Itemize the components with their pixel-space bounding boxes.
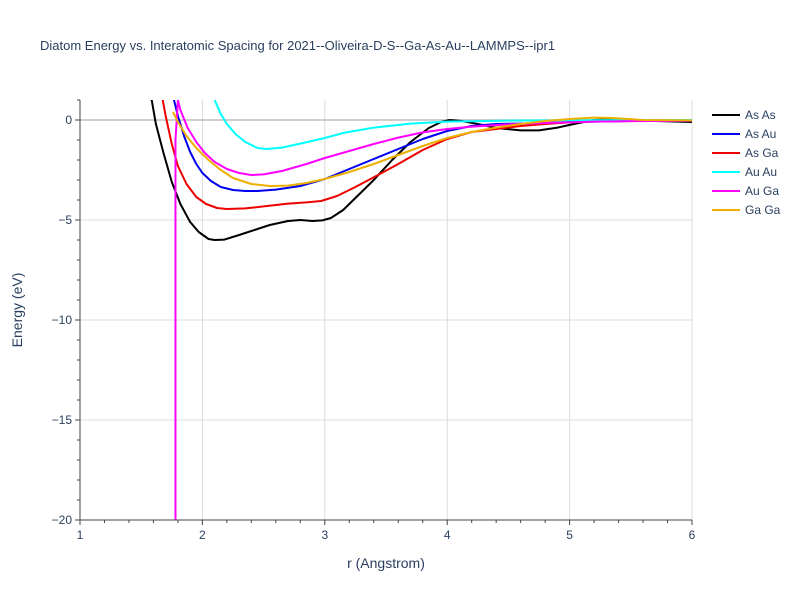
legend-label: Au Ga (745, 184, 779, 198)
x-tick-label: 1 (77, 528, 84, 542)
legend-item-as-ga[interactable]: As Ga (712, 146, 779, 160)
x-axis: 1 2 3 4 5 6 (77, 519, 696, 542)
series-line-au-ga (174, 100, 692, 520)
series-line-as-as (150, 100, 692, 241)
y-tick-label: −5 (58, 213, 72, 227)
chart-title: Diatom Energy vs. Interatomic Spacing fo… (40, 38, 555, 53)
y-tick-label: −10 (52, 313, 73, 327)
legend-label: As As (745, 108, 776, 122)
y-tick-label: −15 (52, 413, 73, 427)
legend-item-as-as[interactable]: As As (712, 108, 776, 122)
x-tick-label: 3 (321, 528, 328, 542)
legend-label: As Au (745, 127, 776, 141)
legend-label: Ga Ga (745, 203, 781, 217)
x-tick-label: 4 (444, 528, 451, 542)
x-tick-label: 2 (199, 528, 206, 542)
x-axis-title: r (Angstrom) (347, 555, 425, 571)
x-tick-label: 6 (689, 528, 696, 542)
legend-item-ga-ga[interactable]: Ga Ga (712, 203, 781, 217)
legend-label: As Ga (745, 146, 779, 160)
series-line-ga-ga (172, 111, 692, 187)
legend-item-au-au[interactable]: Au Au (712, 165, 777, 179)
y-axis: 0 −5 −10 −15 −20 (52, 99, 81, 527)
plot-area (150, 100, 692, 520)
grid (80, 100, 693, 520)
y-tick-label: −20 (52, 513, 73, 527)
x-tick-label: 5 (566, 528, 573, 542)
series-line-au-au (213, 100, 692, 150)
y-tick-label: 0 (65, 113, 72, 127)
legend-label: Au Au (745, 165, 777, 179)
series-line-as-ga (161, 100, 692, 210)
legend-item-au-ga[interactable]: Au Ga (712, 184, 779, 198)
legend-item-as-au[interactable]: As Au (712, 127, 776, 141)
legend[interactable]: As As As Au As Ga Au Au Au Ga Ga Ga (712, 108, 781, 217)
y-axis-title: Energy (eV) (9, 273, 25, 348)
